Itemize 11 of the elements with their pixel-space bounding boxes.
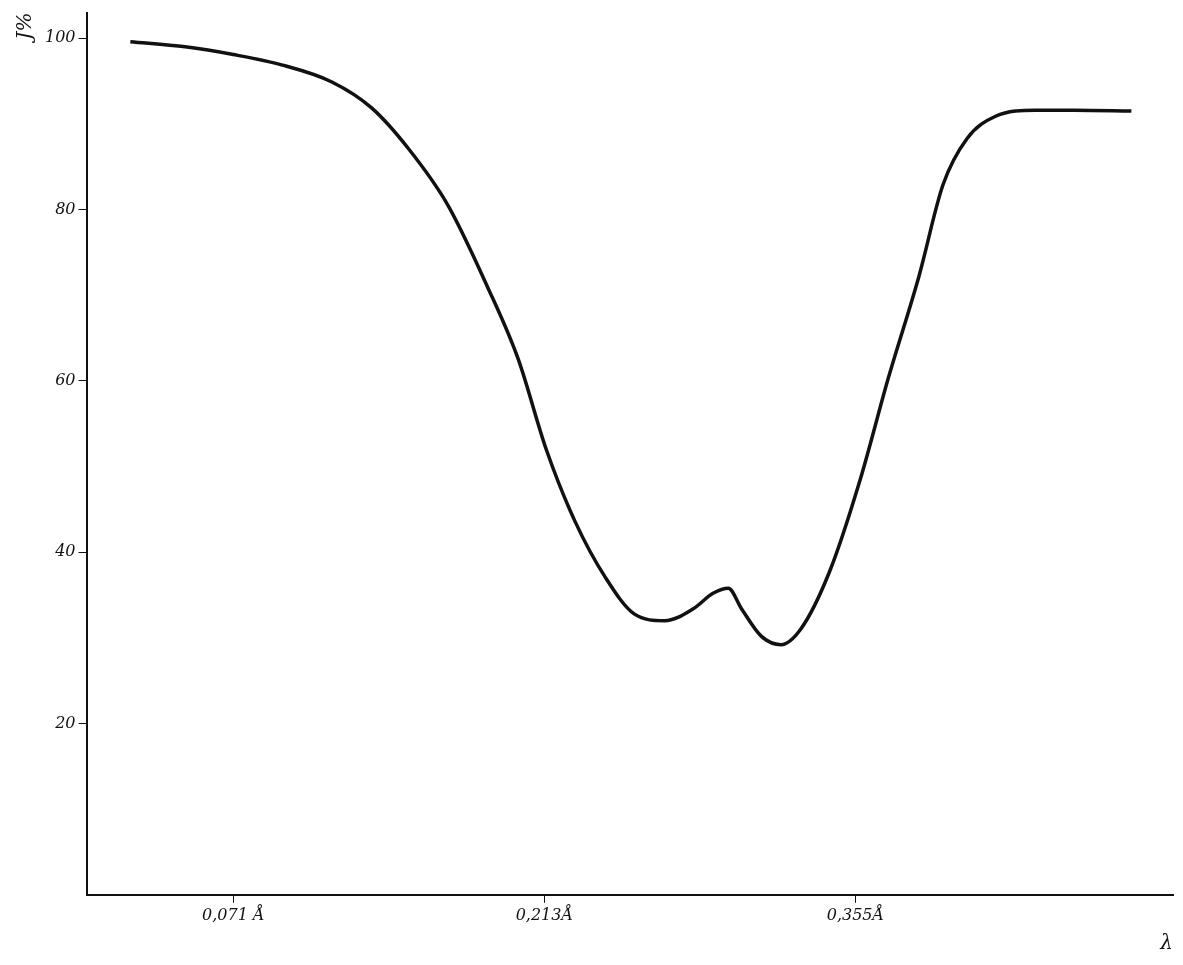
x-tick-label: 0,355Å: [826, 903, 885, 924]
y-tick-label: 60: [55, 370, 76, 390]
y-tick-label: 20: [54, 712, 76, 732]
x-tick-label: 0,071 Å: [202, 903, 265, 924]
y-tick-label: 100: [44, 27, 76, 47]
x-axis-title: λ: [1159, 930, 1173, 955]
x-tick-label: 0,213Å: [515, 903, 574, 924]
y-axis-title: J%: [12, 12, 37, 44]
y-tick-label: 40: [54, 541, 76, 561]
line-series: [128, 39, 1134, 647]
y-tick-label: 80: [55, 198, 76, 218]
